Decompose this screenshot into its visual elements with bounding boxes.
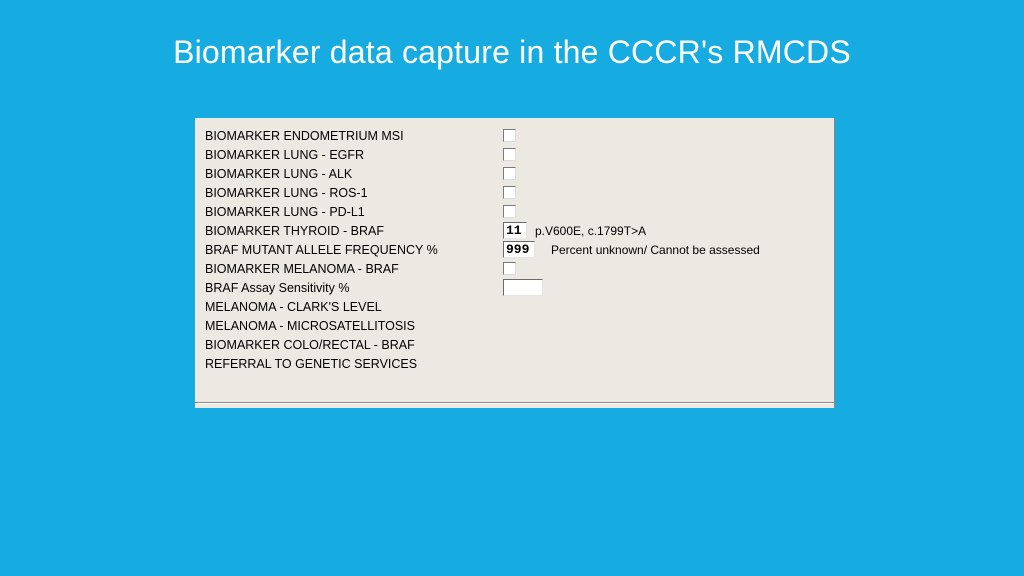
field-label: BIOMARKER THYROID - BRAF [205,224,465,238]
field-label: BIOMARKER LUNG - EGFR [205,148,465,162]
checkbox-input[interactable] [503,129,516,142]
checkbox-input[interactable] [503,148,516,161]
form-row: BIOMARKER MELANOMA - BRAF [205,259,834,278]
checkbox-input[interactable] [503,186,516,199]
form-row: BRAF MUTANT ALLELE FREQUENCY % 999 Perce… [205,240,834,259]
form-row: BIOMARKER LUNG - ROS-1 [205,183,834,202]
field-label: BIOMARKER COLO/RECTAL - BRAF [205,338,465,352]
form-row: MELANOMA - CLARK'S LEVEL [205,297,834,316]
form-row: REFERRAL TO GENETIC SERVICES [205,354,834,373]
value-description: Percent unknown/ Cannot be assessed [551,243,760,257]
panel-divider [195,402,834,404]
field-label: BIOMARKER ENDOMETRIUM MSI [205,129,465,143]
value-input[interactable]: 999 [503,241,535,258]
field-label: BRAF MUTANT ALLELE FREQUENCY % [205,243,465,257]
field-label: MELANOMA - MICROSATELLITOSIS [205,319,465,333]
checkbox-input[interactable] [503,262,516,275]
slide-title: Biomarker data capture in the CCCR's RMC… [0,0,1024,71]
form-row: BRAF Assay Sensitivity % [205,278,834,297]
form-row: BIOMARKER ENDOMETRIUM MSI [205,126,834,145]
field-label: BIOMARKER MELANOMA - BRAF [205,262,465,276]
field-label: MELANOMA - CLARK'S LEVEL [205,300,465,314]
value-input[interactable]: 11 [503,222,527,239]
text-input[interactable] [503,279,543,296]
field-label: BIOMARKER LUNG - PD-L1 [205,205,465,219]
checkbox-input[interactable] [503,205,516,218]
field-label: BRAF Assay Sensitivity % [205,281,465,295]
field-label: REFERRAL TO GENETIC SERVICES [205,357,465,371]
form-row: BIOMARKER LUNG - EGFR [205,145,834,164]
form-row: BIOMARKER THYROID - BRAF 11 p.V600E, c.1… [205,221,834,240]
checkbox-input[interactable] [503,167,516,180]
form-panel: BIOMARKER ENDOMETRIUM MSI BIOMARKER LUNG… [195,118,835,408]
form-row: BIOMARKER LUNG - ALK [205,164,834,183]
form-row: BIOMARKER LUNG - PD-L1 [205,202,834,221]
form-row: BIOMARKER COLO/RECTAL - BRAF [205,335,834,354]
value-description: p.V600E, c.1799T>A [535,224,646,238]
field-label: BIOMARKER LUNG - ALK [205,167,465,181]
form-row: MELANOMA - MICROSATELLITOSIS [205,316,834,335]
field-label: BIOMARKER LUNG - ROS-1 [205,186,465,200]
